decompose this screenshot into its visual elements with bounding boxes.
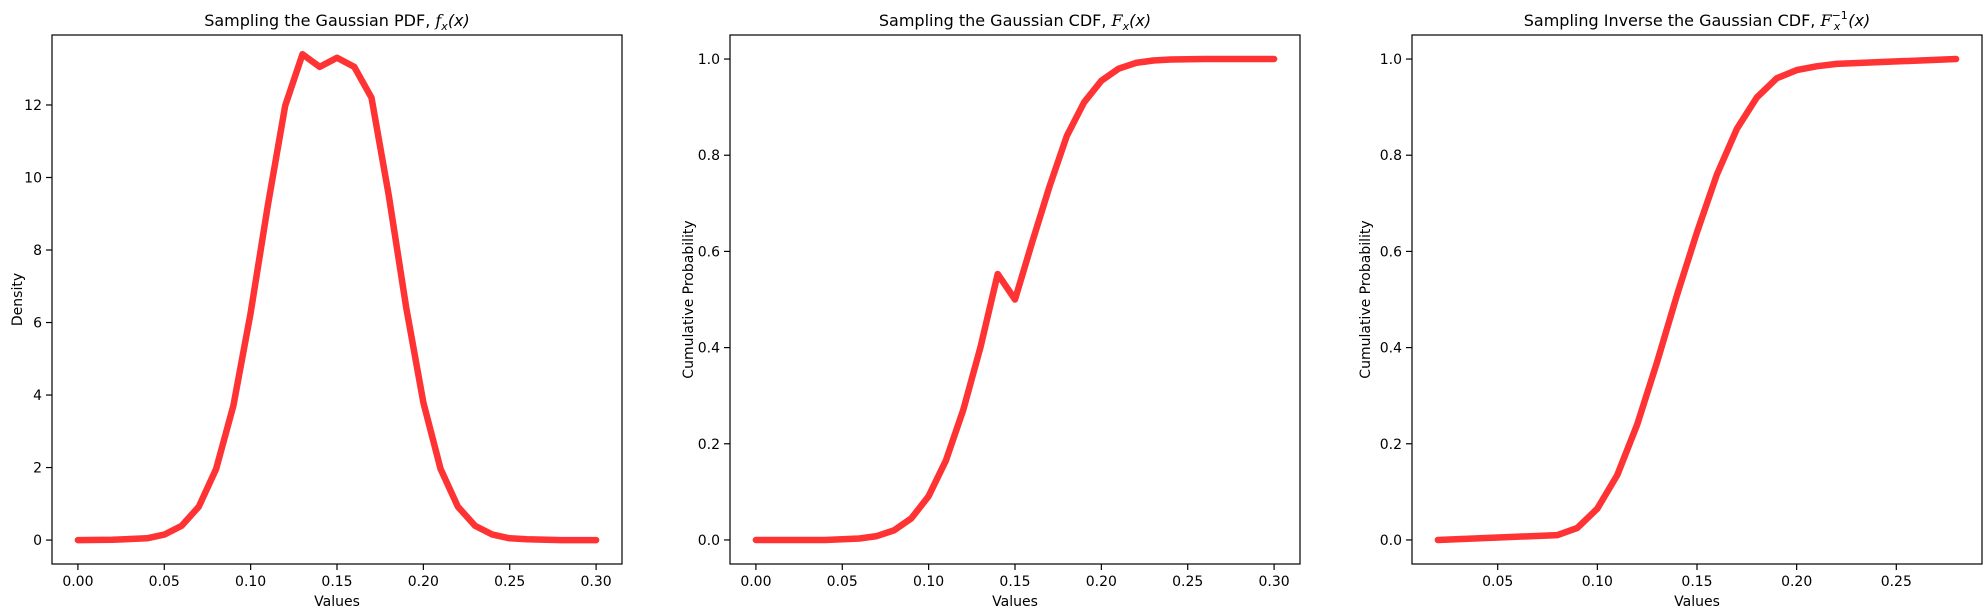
y-axis-label: Cumulative Probability bbox=[681, 220, 697, 378]
x-tick-label: 0.15 bbox=[321, 574, 352, 590]
x-tick-label: 0.20 bbox=[408, 574, 439, 590]
y-tick-label: 0.4 bbox=[698, 341, 720, 357]
x-tick-label: 0.00 bbox=[62, 574, 93, 590]
x-axis-label: Values bbox=[314, 594, 360, 610]
x-tick-label: 0.30 bbox=[1259, 574, 1290, 590]
x-tick-label: 0.05 bbox=[149, 574, 180, 590]
y-tick-label: 12 bbox=[24, 98, 42, 114]
chart-panel-3: 0.05 0.10 0.15 0.20 0.25 0.0 0.2 0.4 0.6 0.8 1.0 Va… bbox=[1358, 9, 1983, 610]
x-axis-label: Values bbox=[992, 594, 1038, 610]
x-tick-label: 0.30 bbox=[581, 574, 612, 590]
x-tick-label: 0.05 bbox=[827, 574, 858, 590]
chart-title-text: Sampling the Gaussian CDF, bbox=[879, 11, 1112, 30]
chart-panel-1: 0.00 0.05 0.10 0.15 0.20 0.25 0.30 0 2 4 6 8 10 12 Val… bbox=[10, 11, 623, 610]
y-axis-label: Cumulative Probability bbox=[1358, 220, 1374, 378]
y-tick-label: 0.8 bbox=[1380, 148, 1402, 164]
x-tick-label: 0.20 bbox=[1086, 574, 1117, 590]
y-tick-label: 0.0 bbox=[1380, 533, 1402, 549]
y-tick-label: 10 bbox=[24, 170, 42, 186]
y-tick-label: 2 bbox=[33, 461, 42, 477]
y-tick-label: 0.6 bbox=[698, 244, 720, 260]
x-tick-label: 0.10 bbox=[913, 574, 944, 590]
x-tick-label: 0.25 bbox=[1172, 574, 1203, 590]
series-line bbox=[74, 50, 600, 544]
y-tick-label: 1.0 bbox=[698, 52, 720, 68]
y-tick-label: 0.4 bbox=[1380, 341, 1402, 357]
chart-panel-2: 0.00 0.05 0.10 0.15 0.20 0.25 0.30 0.0 0.2 0.4 0.6… bbox=[681, 11, 1301, 610]
y-tick-label: 1.0 bbox=[1380, 52, 1402, 68]
axes-frame bbox=[1411, 34, 1983, 565]
x-tick-label: 0.20 bbox=[1781, 574, 1812, 590]
chart-title: Sampling the Gaussian PDF, fx(x) bbox=[204, 11, 470, 33]
x-tick-label: 0.10 bbox=[1582, 574, 1613, 590]
x-tick-label: 0.25 bbox=[1881, 574, 1912, 590]
series-line bbox=[752, 55, 1278, 544]
y-tick-label: 0 bbox=[33, 533, 42, 549]
axes-frame bbox=[51, 34, 623, 565]
x-axis-label: Values bbox=[1674, 594, 1720, 610]
y-tick-label: 0.6 bbox=[1380, 244, 1402, 260]
y-tick-label: 0.2 bbox=[1380, 437, 1402, 453]
x-tick-label: 0.10 bbox=[235, 574, 266, 590]
y-axis-label: Density bbox=[10, 273, 26, 326]
x-tick-label: 0.05 bbox=[1482, 574, 1513, 590]
y-tick-label: 4 bbox=[33, 388, 42, 404]
y-tick-label: 0.8 bbox=[698, 148, 720, 164]
chart-title-text: Sampling the Gaussian PDF, bbox=[204, 11, 435, 30]
chart-title: Sampling the Gaussian CDF, Fx(x) bbox=[879, 11, 1151, 33]
y-tick-label: 8 bbox=[33, 243, 42, 259]
chart-title-text: Sampling Inverse the Gaussian CDF, bbox=[1524, 11, 1821, 30]
series-line bbox=[1434, 55, 1960, 544]
x-tick-label: 0.00 bbox=[740, 574, 771, 590]
chart-title: Sampling Inverse the Gaussian CDF, F−1 x(… bbox=[1524, 9, 1871, 33]
x-tick-label: 0.15 bbox=[1681, 574, 1712, 590]
y-tick-label: 0.2 bbox=[698, 437, 720, 453]
y-tick-label: 0.0 bbox=[698, 533, 720, 549]
y-tick-label: 6 bbox=[33, 316, 42, 332]
x-tick-label: 0.15 bbox=[999, 574, 1030, 590]
x-tick-label: 0.25 bbox=[494, 574, 525, 590]
